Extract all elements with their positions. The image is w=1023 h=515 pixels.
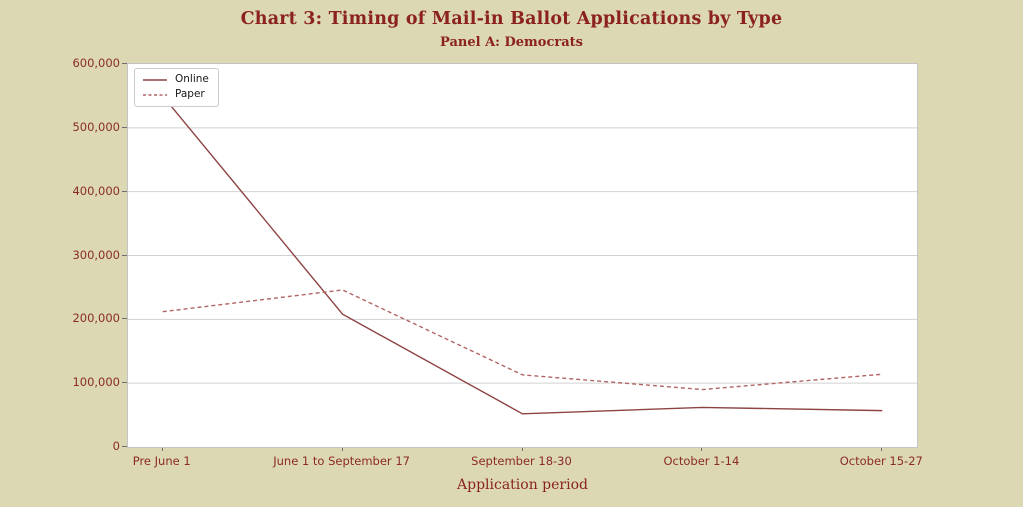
- paper-line-swatch: [143, 93, 167, 96]
- x-tick-mark: [701, 447, 703, 451]
- legend-label-paper: Paper: [175, 88, 205, 100]
- y-tick-label: 300,000: [72, 247, 120, 262]
- legend-label-online: Online: [175, 73, 209, 85]
- x-tick-mark: [161, 447, 163, 451]
- bottom-strip: [0, 507, 1023, 515]
- series-line-online: [162, 95, 883, 415]
- x-tick-label: October 15-27: [839, 454, 923, 468]
- y-tick-mark: [122, 63, 127, 64]
- x-tick-mark: [521, 447, 523, 451]
- y-tick-mark: [122, 382, 127, 384]
- y-tick-label: 600,000: [72, 56, 120, 70]
- y-tick-label: 500,000: [72, 119, 120, 134]
- line-chart: [128, 95, 917, 415]
- legend-item-online: Online: [142, 72, 209, 87]
- chart-subtitle: Panel A: Democrats: [440, 35, 583, 50]
- y-tick-mark: [122, 190, 127, 192]
- legend: Online Paper: [134, 68, 219, 107]
- x-tick-mark: [341, 447, 343, 451]
- y-tick-label: 200,000: [72, 311, 120, 326]
- y-tick-label: 100,000: [72, 375, 120, 390]
- legend-item-paper: Paper: [142, 87, 209, 102]
- x-tick-label: October 1-14: [663, 454, 740, 468]
- x-tick-mark: [881, 447, 883, 451]
- plot-area: Online Paper: [127, 63, 918, 448]
- x-axis-title: Application period: [457, 477, 588, 493]
- x-tick-label: September 18-30: [471, 454, 572, 468]
- online-line-swatch: [143, 78, 167, 81]
- y-tick-mark: [122, 254, 127, 256]
- x-tick-label: Pre June 1: [132, 454, 191, 468]
- y-tick-mark: [122, 126, 127, 128]
- y-tick-label: 0: [112, 439, 120, 453]
- x-tick-label: June 1 to September 17: [273, 454, 410, 468]
- y-tick-mark: [122, 446, 127, 447]
- chart-title: Chart 3: Timing of Mail-in Ballot Applic…: [240, 9, 783, 29]
- series-line-paper: [162, 289, 883, 391]
- y-tick-label: 400,000: [72, 183, 120, 198]
- y-tick-mark: [122, 318, 127, 320]
